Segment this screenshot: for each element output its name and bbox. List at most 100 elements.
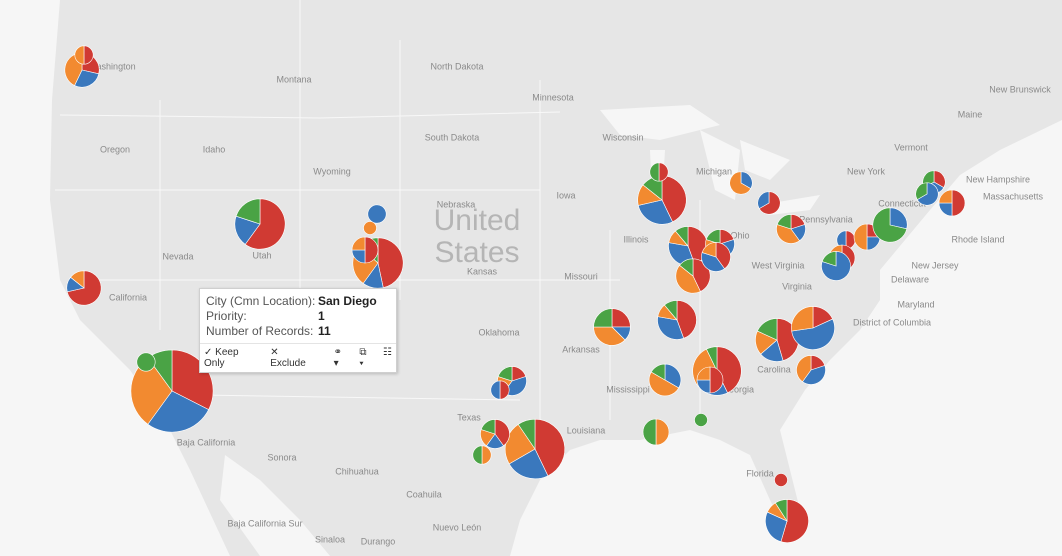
place-label: Baja California <box>177 437 236 447</box>
tooltip-value: 11 <box>318 324 331 338</box>
tooltip-row: Priority: 1 <box>200 309 396 324</box>
pie <box>765 499 809 543</box>
pie <box>74 45 94 65</box>
pie <box>648 363 682 397</box>
pie-slice <box>655 418 670 446</box>
pie-slice <box>664 300 678 321</box>
pie-slice <box>701 252 725 272</box>
place-label: Sinaloa <box>315 534 345 544</box>
pie-slice <box>235 198 261 225</box>
pie-slice <box>611 308 631 328</box>
tooltip-key: City (Cmn Location): <box>206 294 316 308</box>
pie <box>593 308 631 346</box>
pie-slice <box>915 182 928 201</box>
pie-slice <box>593 326 626 346</box>
place-label: Carolina <box>757 364 791 374</box>
pie-slice <box>951 189 966 217</box>
pie-slice <box>648 371 680 397</box>
pie <box>675 258 711 294</box>
place-label: Kansas <box>467 266 498 276</box>
place-label: Texas <box>457 412 481 422</box>
pie-slice <box>351 236 366 251</box>
pie-slice <box>706 346 718 372</box>
keep-only-button[interactable]: ✓ Keep Only <box>204 347 239 369</box>
pie-slice <box>780 499 809 543</box>
pie-slice <box>657 316 685 340</box>
pie <box>234 198 286 250</box>
place-label: Michigan <box>696 166 732 176</box>
pie-slice <box>938 189 953 204</box>
place-label: Oklahoma <box>478 327 519 337</box>
place-label: Rhode Island <box>951 234 1004 244</box>
pie <box>367 204 387 224</box>
tooltip-value: 1 <box>318 309 325 323</box>
pie-slice <box>705 229 721 245</box>
place-label: Georgia <box>722 384 754 394</box>
pie-slice <box>490 380 501 400</box>
tooltip: City (Cmn Location): San Diego Priority: 1 N… <box>199 288 397 373</box>
pie <box>694 413 708 427</box>
country-label: United States <box>434 204 521 269</box>
place-label: North Dakota <box>430 61 483 71</box>
pie <box>938 189 966 217</box>
place-label: Iowa <box>556 190 575 200</box>
set-button[interactable]: ⧉ ▾ <box>359 347 367 369</box>
place-label: Maryland <box>897 299 934 309</box>
place-label: Pennsylvania <box>799 214 853 224</box>
tooltip-actions: ✓ Keep Only ✕ Exclude ⚭ ▾ ⧉ ▾ ☷ <box>200 343 396 372</box>
pie-slice <box>676 300 697 339</box>
place-label: Mississippi <box>606 384 650 394</box>
pie <box>136 352 156 372</box>
pie <box>480 419 510 449</box>
pie-slice <box>821 251 837 267</box>
place-label: South Dakota <box>425 132 480 142</box>
tooltip-row: Number of Records: 11 <box>200 324 396 339</box>
tooltip-value: San Diego <box>318 294 377 308</box>
pie <box>821 251 851 281</box>
pie <box>796 355 826 385</box>
pie-slice <box>758 191 781 215</box>
exclude-button[interactable]: ✕ Exclude <box>270 347 306 369</box>
place-label: District of Columbia <box>853 317 931 327</box>
pie-slice <box>853 223 868 251</box>
pie-slice <box>696 366 711 381</box>
place-label: Connecticut <box>878 198 926 208</box>
place-label: West Virginia <box>752 260 805 270</box>
pie-slice <box>650 363 666 381</box>
pie-slice <box>675 226 689 247</box>
pie-slice <box>637 199 673 225</box>
pie-slice <box>377 237 404 288</box>
place-label: New York <box>847 166 886 176</box>
place-label: New Brunswick <box>989 84 1051 94</box>
place-label: Massachusetts <box>983 191 1044 201</box>
pie-slice <box>649 162 660 182</box>
pie-slice <box>658 162 669 182</box>
group-button[interactable]: ⚭ ▾ <box>333 347 342 369</box>
pie-slice <box>715 242 731 270</box>
pie-slice <box>70 270 85 289</box>
pie-slice <box>802 365 826 385</box>
place-label: Montana <box>276 74 311 84</box>
land <box>50 0 1062 556</box>
place-label: Chihuahua <box>335 466 379 476</box>
place-label: Louisiana <box>567 425 606 435</box>
exclude-label: Exclude <box>270 358 306 369</box>
pie-slice <box>872 207 908 243</box>
pie <box>696 366 724 394</box>
pie-slice <box>675 264 701 294</box>
pie-slice <box>74 69 100 88</box>
pie-slice <box>364 236 379 264</box>
pie <box>915 182 939 206</box>
place-label: New Hampshire <box>966 174 1030 184</box>
place-label: Durango <box>361 536 396 546</box>
pie-slice <box>776 224 800 244</box>
pie <box>472 445 492 465</box>
pie-slice <box>244 198 286 250</box>
view-data-button[interactable]: ☷ <box>383 347 392 358</box>
pie <box>504 418 566 480</box>
place-label: Wyoming <box>313 166 350 176</box>
tooltip-key: Priority: <box>206 309 247 323</box>
pie-slice <box>481 445 492 465</box>
